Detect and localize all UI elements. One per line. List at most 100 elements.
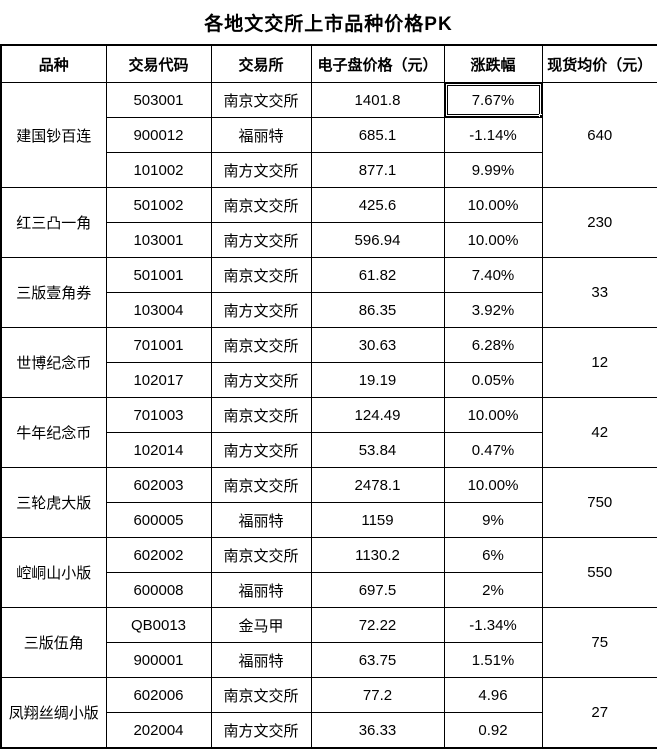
spot-avg-cell[interactable]: 640 [541, 82, 657, 188]
spot-avg-cell[interactable]: 750 [541, 467, 657, 538]
price-cell[interactable]: 685.1 [310, 117, 445, 153]
code-cell[interactable]: 600005 [105, 502, 212, 538]
code-cell[interactable]: 501001 [105, 257, 212, 293]
exchange-cell[interactable]: 福丽特 [210, 642, 312, 678]
change-cell[interactable]: 0.05% [443, 362, 543, 398]
change-cell[interactable]: 3.92% [443, 292, 543, 328]
exchange-cell[interactable]: 福丽特 [210, 117, 312, 153]
spot-avg-cell[interactable]: 42 [541, 397, 657, 468]
variety-cell[interactable]: 建国钞百连 [0, 82, 107, 188]
variety-cell[interactable]: 三版伍角 [0, 607, 107, 678]
price-cell[interactable]: 77.2 [310, 677, 445, 713]
price-cell[interactable]: 86.35 [310, 292, 445, 328]
exchange-cell[interactable]: 南京文交所 [210, 327, 312, 363]
code-cell[interactable]: 501002 [105, 187, 212, 223]
code-cell[interactable]: 103001 [105, 222, 212, 258]
price-cell[interactable]: 63.75 [310, 642, 445, 678]
column-header[interactable]: 现货均价（元） [541, 44, 657, 83]
column-header[interactable]: 品种 [0, 44, 107, 83]
change-cell[interactable]: -1.14% [443, 117, 543, 153]
code-cell[interactable]: 600008 [105, 572, 212, 608]
code-cell[interactable]: 701001 [105, 327, 212, 363]
exchange-cell[interactable]: 南方文交所 [210, 712, 312, 749]
change-cell[interactable]: 10.00% [443, 467, 543, 503]
change-cell[interactable]: 10.00% [443, 187, 543, 223]
price-cell[interactable]: 697.5 [310, 572, 445, 608]
change-cell[interactable]: 2% [443, 572, 543, 608]
price-cell[interactable]: 19.19 [310, 362, 445, 398]
variety-cell[interactable]: 凤翔丝绸小版 [0, 677, 107, 749]
exchange-cell[interactable]: 南京文交所 [210, 537, 312, 573]
change-cell[interactable]: 9% [443, 502, 543, 538]
code-cell[interactable]: 602003 [105, 467, 212, 503]
fill-handle[interactable] [538, 114, 541, 117]
change-cell[interactable]: 10.00% [443, 397, 543, 433]
spot-avg-cell[interactable]: 550 [541, 537, 657, 608]
code-cell[interactable]: 503001 [105, 82, 212, 118]
code-cell[interactable]: 202004 [105, 712, 212, 749]
price-cell[interactable]: 425.6 [310, 187, 445, 223]
spot-avg-cell[interactable]: 12 [541, 327, 657, 398]
exchange-cell[interactable]: 南京文交所 [210, 397, 312, 433]
change-cell[interactable]: 1.51% [443, 642, 543, 678]
exchange-cell[interactable]: 南方文交所 [210, 222, 312, 258]
exchange-cell[interactable]: 南京文交所 [210, 82, 312, 118]
price-cell[interactable]: 36.33 [310, 712, 445, 749]
exchange-cell[interactable]: 南京文交所 [210, 187, 312, 223]
change-cell[interactable]: 7.67% [443, 82, 543, 118]
price-cell[interactable]: 1130.2 [310, 537, 445, 573]
spot-avg-cell[interactable]: 33 [541, 257, 657, 328]
exchange-cell[interactable]: 南方文交所 [210, 292, 312, 328]
change-cell[interactable]: -1.34% [443, 607, 543, 643]
price-cell[interactable]: 53.84 [310, 432, 445, 468]
price-cell[interactable]: 2478.1 [310, 467, 445, 503]
exchange-cell[interactable]: 南京文交所 [210, 257, 312, 293]
exchange-cell[interactable]: 金马甲 [210, 607, 312, 643]
exchange-cell[interactable]: 南方文交所 [210, 432, 312, 468]
code-cell[interactable]: 701003 [105, 397, 212, 433]
code-cell[interactable]: 102014 [105, 432, 212, 468]
change-cell[interactable]: 6% [443, 537, 543, 573]
change-cell[interactable]: 10.00% [443, 222, 543, 258]
price-cell[interactable]: 877.1 [310, 152, 445, 188]
exchange-cell[interactable]: 南方文交所 [210, 152, 312, 188]
price-cell[interactable]: 30.63 [310, 327, 445, 363]
price-cell[interactable]: 72.22 [310, 607, 445, 643]
exchange-cell[interactable]: 福丽特 [210, 502, 312, 538]
code-cell[interactable]: 103004 [105, 292, 212, 328]
price-cell[interactable]: 596.94 [310, 222, 445, 258]
column-header[interactable]: 电子盘价格（元） [310, 44, 445, 83]
change-cell[interactable]: 0.47% [443, 432, 543, 468]
spot-avg-cell[interactable]: 75 [541, 607, 657, 678]
code-cell[interactable]: 602006 [105, 677, 212, 713]
code-cell[interactable]: QB0013 [105, 607, 212, 643]
change-cell[interactable]: 0.92 [443, 712, 543, 749]
variety-cell[interactable]: 三版壹角券 [0, 257, 107, 328]
price-cell[interactable]: 1159 [310, 502, 445, 538]
exchange-cell[interactable]: 南方文交所 [210, 362, 312, 398]
variety-cell[interactable]: 牛年纪念币 [0, 397, 107, 468]
price-cell[interactable]: 61.82 [310, 257, 445, 293]
exchange-cell[interactable]: 南京文交所 [210, 467, 312, 503]
column-header[interactable]: 交易所 [210, 44, 312, 83]
price-cell[interactable]: 124.49 [310, 397, 445, 433]
code-cell[interactable]: 900001 [105, 642, 212, 678]
spot-avg-cell[interactable]: 230 [541, 187, 657, 258]
price-cell[interactable]: 1401.8 [310, 82, 445, 118]
code-cell[interactable]: 102017 [105, 362, 212, 398]
variety-cell[interactable]: 红三凸一角 [0, 187, 107, 258]
spot-avg-cell[interactable]: 27 [541, 677, 657, 749]
change-cell[interactable]: 7.40% [443, 257, 543, 293]
exchange-cell[interactable]: 南京文交所 [210, 677, 312, 713]
code-cell[interactable]: 602002 [105, 537, 212, 573]
column-header[interactable]: 交易代码 [105, 44, 212, 83]
change-cell[interactable]: 4.96 [443, 677, 543, 713]
change-cell[interactable]: 6.28% [443, 327, 543, 363]
variety-cell[interactable]: 世博纪念币 [0, 327, 107, 398]
code-cell[interactable]: 900012 [105, 117, 212, 153]
column-header[interactable]: 涨跌幅 [443, 44, 543, 83]
exchange-cell[interactable]: 福丽特 [210, 572, 312, 608]
code-cell[interactable]: 101002 [105, 152, 212, 188]
variety-cell[interactable]: 崆峒山小版 [0, 537, 107, 608]
variety-cell[interactable]: 三轮虎大版 [0, 467, 107, 538]
